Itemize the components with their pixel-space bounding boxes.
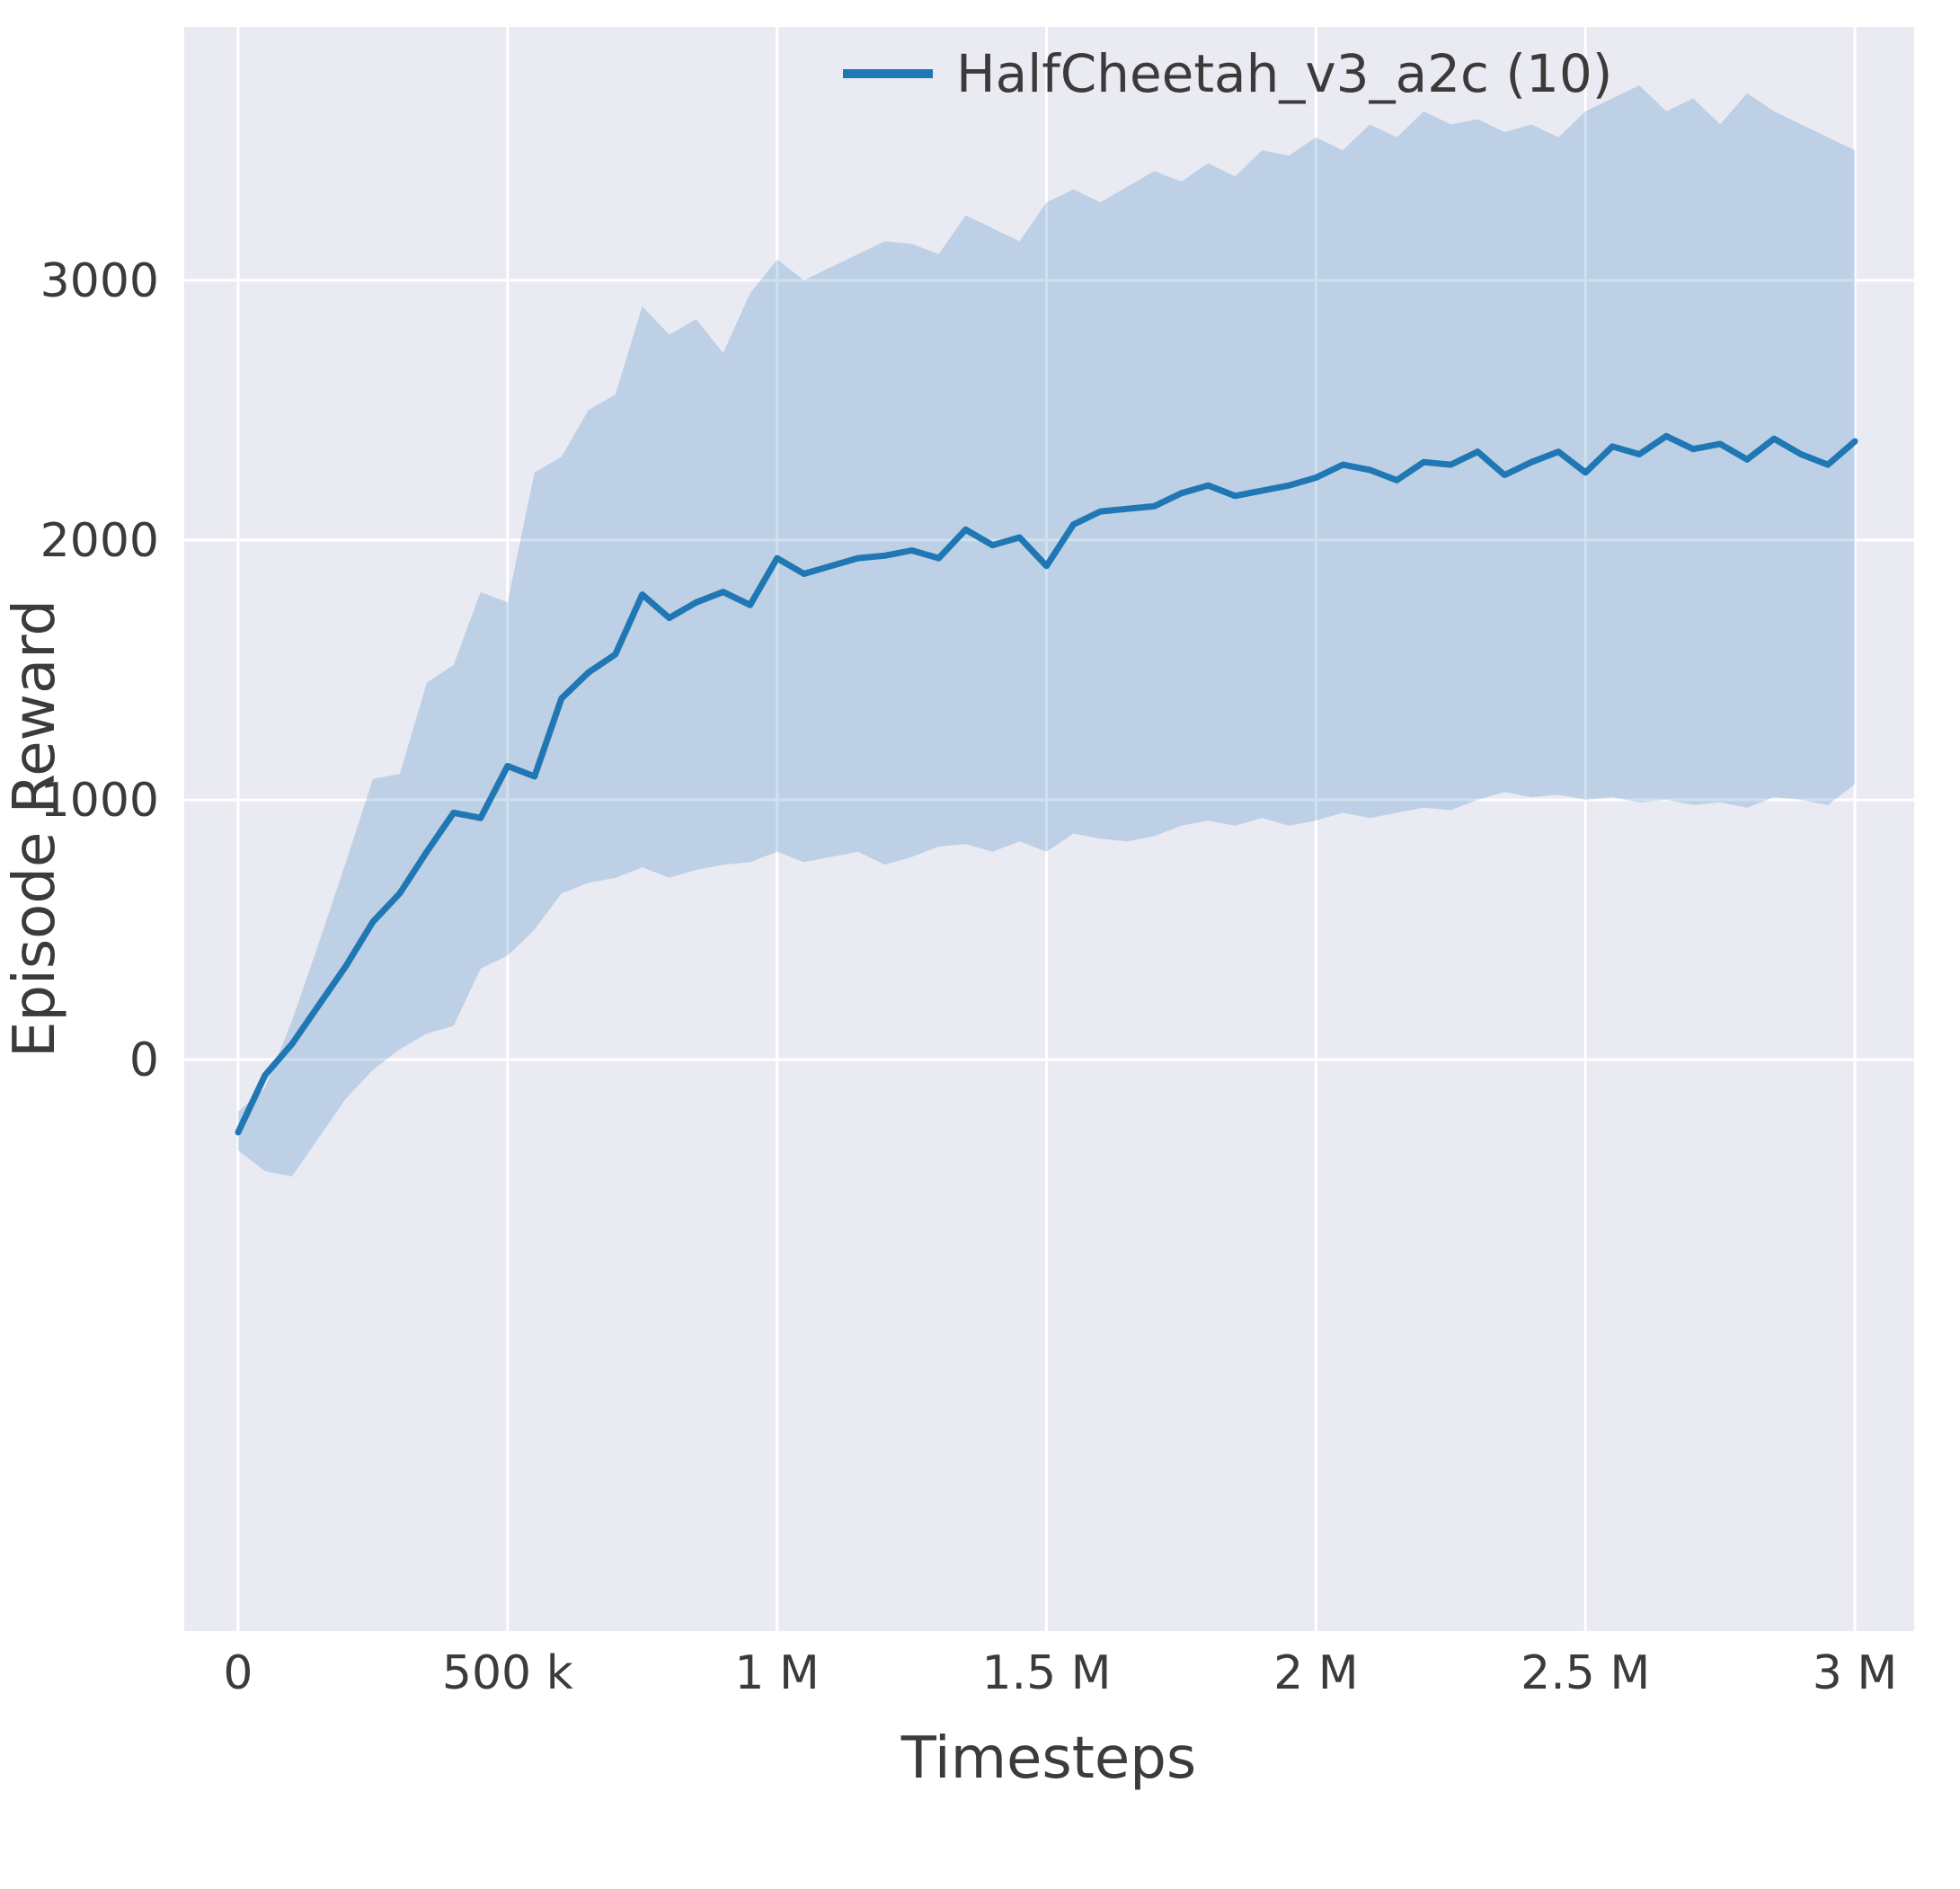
mean-line-group [235, 432, 1858, 1136]
y-tick-label: 3000 [40, 254, 159, 308]
y-tick-label: 1000 [40, 774, 159, 828]
y-tick-label: 2000 [40, 514, 159, 568]
y-axis-label: Episode Reward [2, 599, 68, 1058]
legend-label: HalfCheetah_v3_a2c (10) [956, 43, 1612, 104]
x-tick-label: 1 M [734, 1646, 819, 1700]
plot-area [184, 27, 1914, 1631]
mean-line [235, 432, 1858, 1136]
grid-lines [184, 27, 1914, 1631]
x-tick-label: 2 M [1273, 1646, 1358, 1700]
confidence-band-group [238, 85, 1855, 1177]
x-tick-label: 1.5 M [981, 1646, 1111, 1700]
confidence-band [238, 85, 1855, 1177]
tick-labels: 0 500 k 1 M 1.5 M 2 M 2.5 M 3 M 0 1000 2000 3000 [40, 254, 1898, 1700]
x-tick-label: 2.5 M [1521, 1646, 1650, 1700]
x-tick-label: 0 [223, 1646, 253, 1700]
x-tick-label: 3 M [1813, 1646, 1897, 1700]
x-tick-label: 500 k [442, 1646, 573, 1700]
legend: HalfCheetah_v3_a2c (10) [843, 43, 1612, 104]
x-axis-label: Timesteps [900, 1725, 1196, 1792]
y-tick-label: 0 [129, 1033, 159, 1087]
